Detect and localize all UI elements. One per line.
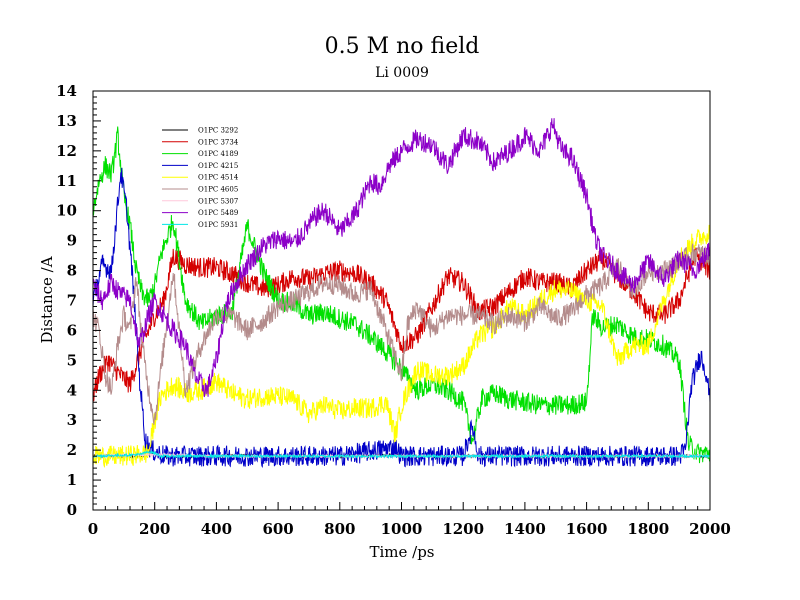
x-tick-label: 2000	[689, 520, 731, 538]
y-tick-label: 13	[56, 112, 77, 130]
x-tick-label: 600	[262, 520, 293, 538]
legend-label: O1PC 5489	[198, 209, 238, 217]
y-tick-label: 14	[56, 82, 77, 100]
x-tick-label: 1600	[566, 520, 608, 538]
legend-label: O1PC 4215	[198, 162, 238, 170]
y-tick-label: 8	[67, 262, 77, 280]
legend-label: O1PC 3734	[198, 138, 239, 146]
y-tick-label: 0	[67, 501, 77, 519]
x-tick-label: 1000	[381, 520, 423, 538]
tick-layer: 0 200 400 600 800 1000 1200 1400 1600 1800 2000012…	[56, 82, 731, 538]
y-tick-label: 12	[56, 142, 77, 160]
legend-label: O1PC 4605	[198, 186, 238, 194]
series-layer	[92, 118, 711, 469]
y-tick-label: 10	[56, 202, 77, 220]
x-tick-label: 1800	[627, 520, 669, 538]
y-tick-label: 9	[67, 232, 77, 250]
y-axis-label: Distance /A	[38, 256, 56, 343]
legend-label: O1PC 4189	[198, 150, 238, 158]
legend-label: O1PC 5931	[198, 221, 238, 229]
series-line-o1pc-5931	[92, 449, 711, 460]
x-tick-label: 200	[139, 520, 170, 538]
chart-title: 0.5 M no field	[325, 34, 480, 59]
y-tick-label: 3	[67, 411, 77, 429]
x-tick-label: 1400	[504, 520, 546, 538]
series-line-o1pc-5489	[92, 118, 711, 398]
y-tick-label: 5	[67, 351, 77, 369]
series-line-o1pc-4215	[92, 167, 711, 469]
y-tick-label: 4	[67, 381, 77, 399]
y-tick-label: 6	[67, 321, 77, 339]
y-tick-label: 1	[67, 471, 77, 489]
y-tick-label: 7	[67, 292, 77, 310]
x-tick-label: 400	[201, 520, 232, 538]
series-line-o1pc-4514	[92, 224, 711, 469]
legend-label: O1PC 3292	[198, 127, 238, 135]
legend-label: O1PC 4514	[198, 174, 239, 182]
chart-subtitle: Li 0009	[375, 65, 429, 81]
y-tick-label: 11	[56, 172, 77, 190]
x-axis-label: Time /ps	[369, 543, 434, 561]
x-tick-label: 1200	[442, 520, 484, 538]
series-line-o1pc-4605	[92, 243, 711, 425]
legend-label: O1PC 5307	[198, 197, 238, 205]
y-tick-label: 2	[67, 441, 77, 459]
legend: O1PC 3292 O1PC 3734 O1PC 4189 O1PC 4215 O1PC…	[162, 127, 239, 229]
x-tick-label: 0	[88, 520, 98, 538]
x-tick-label: 800	[324, 520, 355, 538]
